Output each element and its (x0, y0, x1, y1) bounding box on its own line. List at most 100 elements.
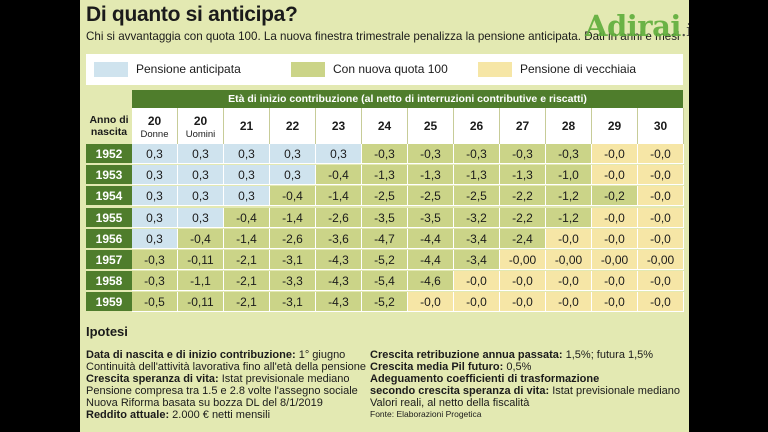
row-year-label: 1952 (86, 144, 132, 164)
age-value: 28 (561, 119, 576, 133)
row-year-label: 1953 (86, 165, 132, 186)
hypothesis-key: Reddito attuale: (86, 408, 170, 421)
age-column-header: 20 Uomini (178, 108, 224, 144)
table-cell: -4,3 (316, 292, 362, 313)
table-cell: -1,4 (270, 207, 316, 228)
table-cell: -0,0 (592, 165, 638, 186)
age-value: 29 (607, 119, 622, 133)
age-column-header: 22 (270, 108, 316, 144)
table-cell: -0,0 (546, 271, 592, 292)
table-cell: -0,0 (546, 228, 592, 249)
table-cell: -2,4 (500, 228, 546, 249)
table-cell: -0,5 (132, 292, 178, 313)
hypothesis-line: Data di nascita e di inizio contribuzion… (86, 349, 346, 362)
table-cell: -0,0 (638, 144, 684, 164)
table-cell: -1,3 (500, 165, 546, 186)
hypothesis-value: Istat previsionale mediano (549, 384, 680, 397)
hypothesis-key: secondo crescita speranza di vita: (370, 384, 550, 397)
table-cell: -2,2 (500, 207, 546, 228)
row-year-label: 1956 (86, 228, 132, 249)
age-column-header: 29 (592, 108, 638, 144)
table-cell: -0,00 (500, 250, 546, 270)
brand-watermark: Adirai.it (585, 9, 689, 43)
age-column-header: 30 (638, 108, 684, 144)
age-subtitle: Donne (140, 129, 169, 140)
table-cell: -2,2 (500, 186, 546, 207)
table-cell: -1,3 (454, 165, 500, 186)
brand-name: Adirai (585, 9, 681, 43)
hypothesis-value: 0,5% (503, 360, 532, 373)
table-cell: -1,4 (316, 186, 362, 207)
table-cell: 0,3 (178, 207, 224, 228)
page-subtitle: Chi si avvantaggia con quota 100. La nuo… (86, 30, 680, 43)
hypothesis-value: 1° giugno (295, 349, 346, 361)
table-cell: -0,0 (592, 207, 638, 228)
table-cell: -0,0 (546, 292, 592, 313)
hypothesis-value: Nuova Riforma basata su bozza DL del 8/1… (86, 396, 323, 409)
age-value: 20 (193, 114, 208, 128)
table-cell: -0,0 (592, 144, 638, 164)
table-cell: -0,3 (408, 144, 454, 164)
table-cell: -2,5 (362, 186, 408, 207)
table-cell: -0,0 (500, 292, 546, 313)
table-cell: 0,3 (316, 144, 362, 164)
hypotheses-title: Ipotesi (86, 324, 128, 339)
table-cell: -4,6 (408, 271, 454, 292)
infographic-panel: Di quanto si anticipa? Chi si avvantaggi… (80, 0, 689, 432)
table-cell: -0,4 (316, 165, 362, 186)
table-cell: -0,0 (638, 228, 684, 249)
table-cell: -0,3 (362, 144, 408, 164)
age-value: 26 (469, 119, 484, 133)
hypothesis-line: Nuova Riforma basata su bozza DL del 8/1… (86, 396, 323, 410)
hypothesis-value: Continuità dell'attività lavorativa fino… (86, 360, 366, 373)
hypothesis-value: Valori reali, al netto della fiscalità (370, 396, 530, 409)
page-title: Di quanto si anticipa? (86, 3, 298, 26)
table-cell: -0,0 (500, 271, 546, 292)
row-year-label: 1958 (86, 271, 132, 292)
table-cell: -2,1 (224, 250, 270, 270)
hypothesis-line: Crescita retribuzione annua passata: 1,5… (370, 349, 653, 362)
hypothesis-value: Pensione compresa tra 1.5 e 2.8 volte l'… (86, 384, 358, 397)
hypothesis-line: Adeguamento coefficienti di trasformazio… (370, 372, 600, 386)
table-cell: -0,00 (592, 250, 638, 270)
table-cell: -4,7 (362, 228, 408, 249)
table-cell: -1,4 (224, 228, 270, 249)
table-cell: 0,3 (224, 144, 270, 164)
table-cell: 0,3 (224, 165, 270, 186)
table-cell: -3,5 (408, 207, 454, 228)
table-cell: -3,6 (316, 228, 362, 249)
hypothesis-line: Valori reali, al netto della fiscalità (370, 396, 530, 410)
age-column-header: 20 Donne (132, 108, 178, 144)
hypothesis-key: Crescita speranza di vita: (86, 372, 219, 385)
table-cell: -2,6 (316, 207, 362, 228)
age-column-header: 26 (454, 108, 500, 144)
legend: Pensione anticipata Con nuova quota 100 … (86, 54, 683, 85)
table-cell: -2,6 (270, 228, 316, 249)
table-cell: -0,3 (500, 144, 546, 164)
legend-label-quota100: Con nuova quota 100 (333, 62, 448, 76)
table-cell: -3,4 (454, 250, 500, 270)
table-cell: 0,3 (132, 144, 178, 164)
hypothesis-key: Adeguamento coefficienti di trasformazio… (370, 372, 600, 385)
table-cell: -5,4 (362, 271, 408, 292)
table-cell: -0,3 (454, 144, 500, 164)
row-year-label: 1954 (86, 186, 132, 207)
table-cell: -4,3 (316, 271, 362, 292)
table-cell: -0,4 (270, 186, 316, 207)
hypothesis-value: Istat previsionale mediano (218, 372, 350, 385)
age-value: 30 (653, 119, 668, 133)
table-cell: -1,2 (546, 186, 592, 207)
table-cell: -0,00 (546, 250, 592, 270)
table-cell: -3,3 (270, 271, 316, 292)
table-cell: -0,11 (178, 292, 224, 313)
table-cell: -3,4 (454, 228, 500, 249)
age-subtitle: Uomini (185, 129, 216, 140)
table-cell: 0,3 (132, 207, 178, 228)
table-cell: -1,2 (546, 207, 592, 228)
table-span-header: Età di inizio contribuzione (al netto di… (132, 90, 683, 108)
table-cell: -5,2 (362, 250, 408, 270)
table-cell: -0,0 (638, 271, 684, 292)
table-cell: -1,1 (178, 271, 224, 292)
hypothesis-value: 2.000 € netti mensili (169, 408, 271, 421)
age-value: 25 (423, 119, 438, 133)
